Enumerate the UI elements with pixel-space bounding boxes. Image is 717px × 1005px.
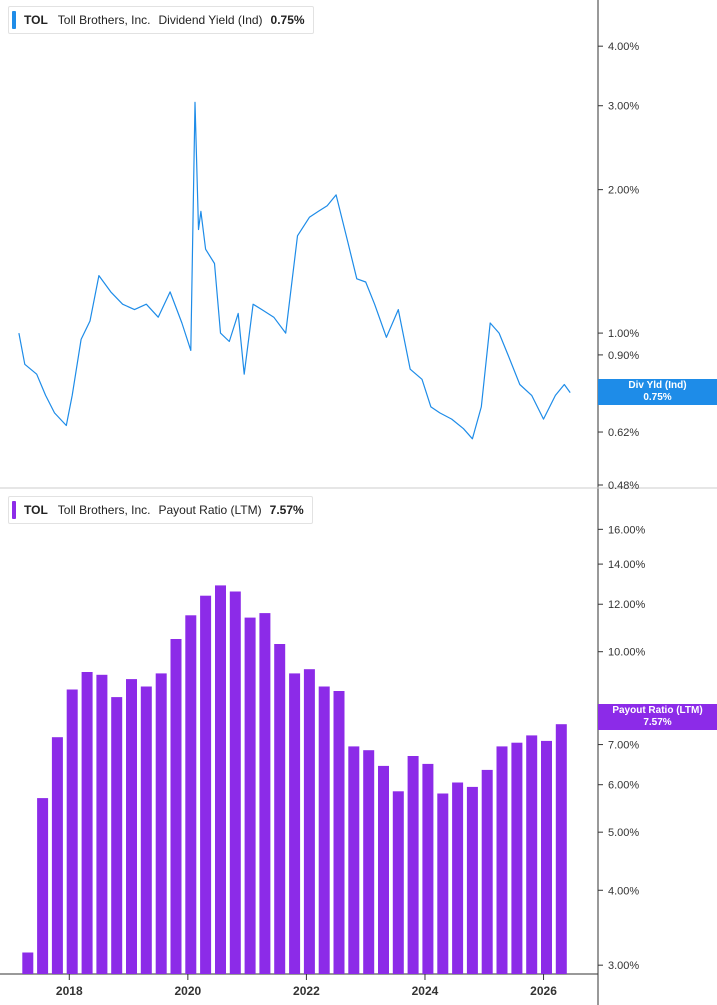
legend-value: 7.57% xyxy=(269,503,304,517)
payout-bar xyxy=(259,613,271,974)
payout-swatch xyxy=(12,501,16,519)
payout-y-tick-label: 14.00% xyxy=(608,559,646,571)
legend-company: Toll Brothers, Inc. xyxy=(57,13,151,27)
payout-tag-label: Payout Ratio (LTM) xyxy=(612,705,703,716)
yield-tag-value: 0.75% xyxy=(643,392,672,403)
yield-y-tick-label: 0.90% xyxy=(608,350,639,362)
x-tick-label: 2022 xyxy=(293,984,320,998)
payout-bar xyxy=(422,763,434,974)
payout-y-tick-label: 16.00% xyxy=(608,524,646,536)
yield-series-line xyxy=(18,101,571,440)
x-tick-label: 2018 xyxy=(56,984,83,998)
top-legend: TOL Toll Brothers, Inc. Dividend Yield (… xyxy=(8,6,314,34)
payout-bar xyxy=(200,595,212,974)
payout-bar xyxy=(378,765,389,974)
payout-y-tick-label: 12.00% xyxy=(608,599,646,611)
legend-metric: Dividend Yield (Ind) xyxy=(158,13,263,27)
payout-bar xyxy=(155,673,167,974)
payout-y-tick-label: 3.00% xyxy=(608,960,639,972)
bottom-legend: TOL Toll Brothers, Inc. Payout Ratio (LT… xyxy=(8,496,313,524)
yield-y-tick-label: 2.00% xyxy=(608,185,639,197)
payout-bar xyxy=(318,686,330,974)
payout-bar xyxy=(185,615,197,974)
payout-bar xyxy=(289,673,301,974)
payout-bar xyxy=(303,669,315,974)
payout-tag-value: 7.57% xyxy=(643,717,672,728)
x-tick-label: 2026 xyxy=(530,984,557,998)
legend-company: Toll Brothers, Inc. xyxy=(57,503,151,517)
payout-bar xyxy=(511,742,523,974)
payout-bar xyxy=(66,689,78,974)
payout-bar xyxy=(229,591,241,974)
x-tick-label: 2024 xyxy=(412,984,439,998)
yield-y-tick-label: 0.48% xyxy=(608,480,639,492)
payout-bar xyxy=(541,740,552,974)
payout-bar xyxy=(496,746,508,974)
payout-bar xyxy=(407,756,419,974)
payout-bar xyxy=(333,691,345,974)
payout-y-tick-label: 5.00% xyxy=(608,827,639,839)
payout-bar xyxy=(96,674,108,974)
legend-ticker: TOL xyxy=(24,13,48,27)
payout-bar xyxy=(526,735,538,974)
yield-tag-label: Div Yld (Ind) xyxy=(628,380,687,391)
payout-bar xyxy=(37,798,49,974)
payout-bar xyxy=(126,679,137,974)
yield-value-tag: Div Yld (Ind) 0.75% xyxy=(598,379,717,405)
x-tick-label: 2020 xyxy=(174,984,201,998)
payout-bar xyxy=(81,672,93,974)
yield-y-tick-label: 4.00% xyxy=(608,41,639,53)
payout-bar xyxy=(481,769,493,974)
payout-bar xyxy=(22,952,34,974)
payout-value-tag: Payout Ratio (LTM) 7.57% xyxy=(598,704,717,730)
payout-bar xyxy=(392,791,404,974)
payout-y-tick-label: 6.00% xyxy=(608,780,639,792)
legend-value: 0.75% xyxy=(270,13,305,27)
payout-bar xyxy=(244,617,256,974)
payout-y-tick-label: 10.00% xyxy=(608,647,646,659)
payout-bar xyxy=(170,639,182,974)
payout-bar xyxy=(274,644,286,974)
payout-bar xyxy=(215,585,226,974)
payout-bar xyxy=(348,746,360,974)
yield-y-tick-label: 0.62% xyxy=(608,427,639,439)
payout-bar xyxy=(555,724,567,974)
payout-bar xyxy=(452,782,464,974)
payout-bar xyxy=(437,793,449,974)
yield-y-tick-label: 1.00% xyxy=(608,328,639,340)
payout-bar xyxy=(140,686,152,974)
payout-bar xyxy=(111,697,123,974)
legend-metric: Payout Ratio (LTM) xyxy=(158,503,262,517)
payout-bar xyxy=(51,737,63,974)
yield-swatch xyxy=(12,11,16,29)
payout-y-tick-label: 4.00% xyxy=(608,885,639,897)
payout-y-tick-label: 7.00% xyxy=(608,740,639,752)
legend-ticker: TOL xyxy=(24,503,48,517)
yield-y-tick-label: 3.00% xyxy=(608,101,639,113)
payout-bar xyxy=(466,786,478,974)
payout-bar xyxy=(363,750,375,974)
